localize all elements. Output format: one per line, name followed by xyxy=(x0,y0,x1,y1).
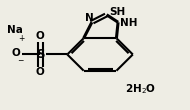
Text: O: O xyxy=(11,48,20,58)
Text: NH: NH xyxy=(120,18,137,28)
Text: S: S xyxy=(36,48,44,61)
Text: O: O xyxy=(36,67,44,77)
Text: Na: Na xyxy=(7,25,23,35)
Text: −: − xyxy=(17,56,23,65)
Text: 2H$_2$O: 2H$_2$O xyxy=(125,82,156,96)
Text: N: N xyxy=(85,13,93,23)
Text: +: + xyxy=(18,34,25,43)
Text: O: O xyxy=(36,31,44,41)
Text: SH: SH xyxy=(109,6,125,16)
